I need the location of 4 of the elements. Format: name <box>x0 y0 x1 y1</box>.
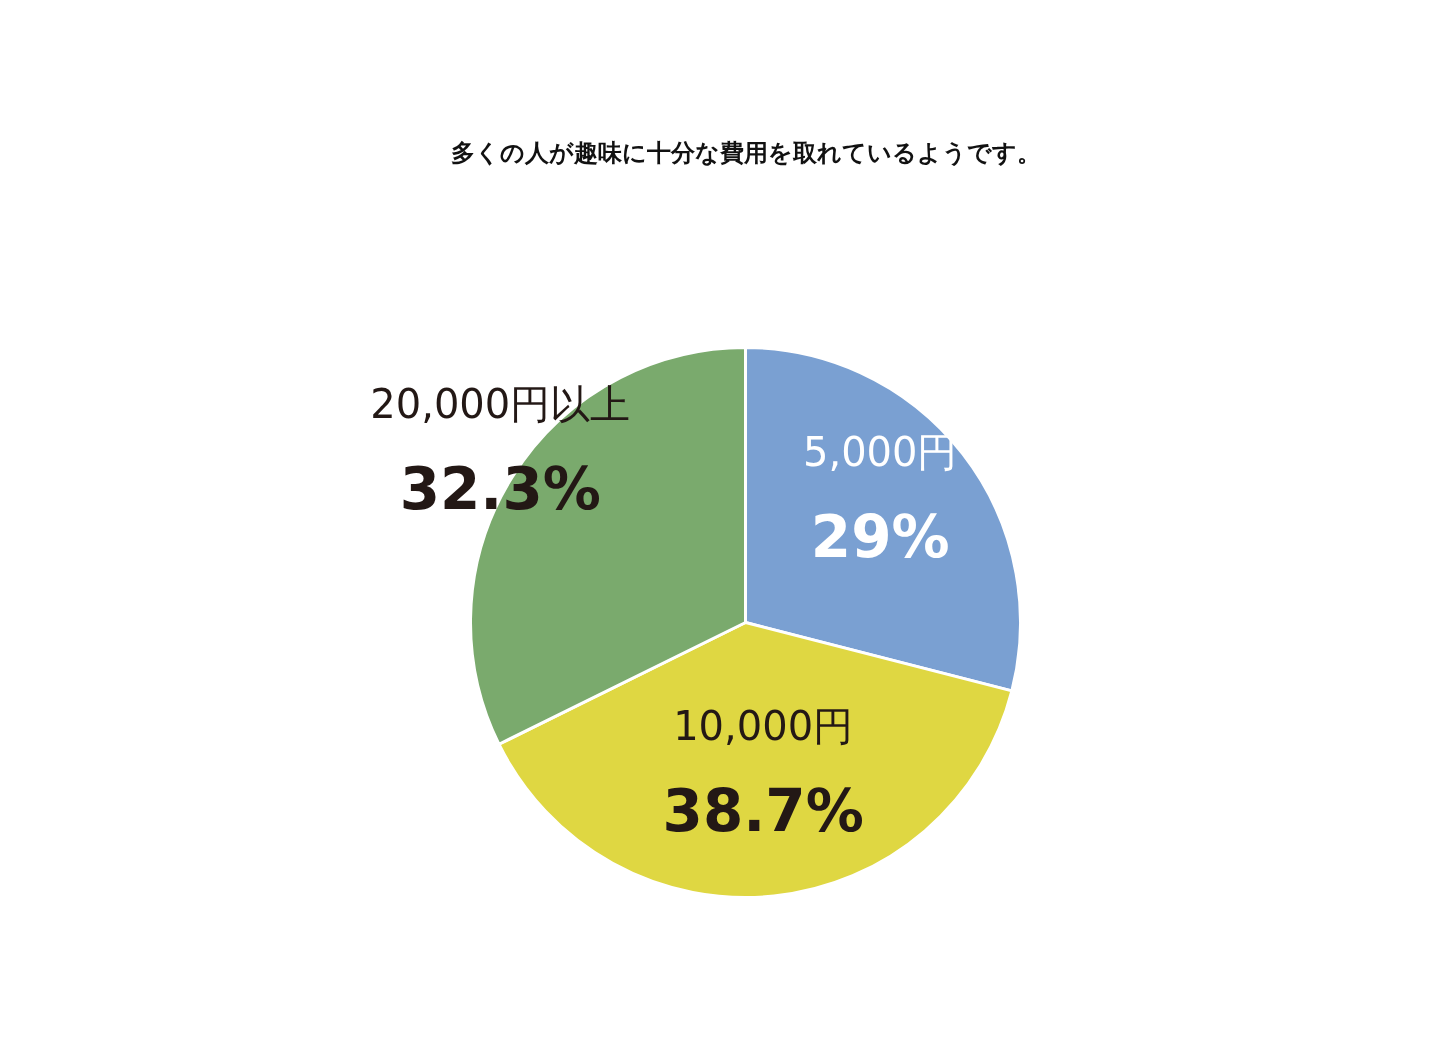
data-label: 29% <box>810 503 950 572</box>
data-label: 38.7% <box>662 777 864 846</box>
chart-title: 多くの人が趣味に十分な費用を取れているようです。 <box>450 138 1041 167</box>
slice-label: 10,000円 <box>673 703 854 750</box>
